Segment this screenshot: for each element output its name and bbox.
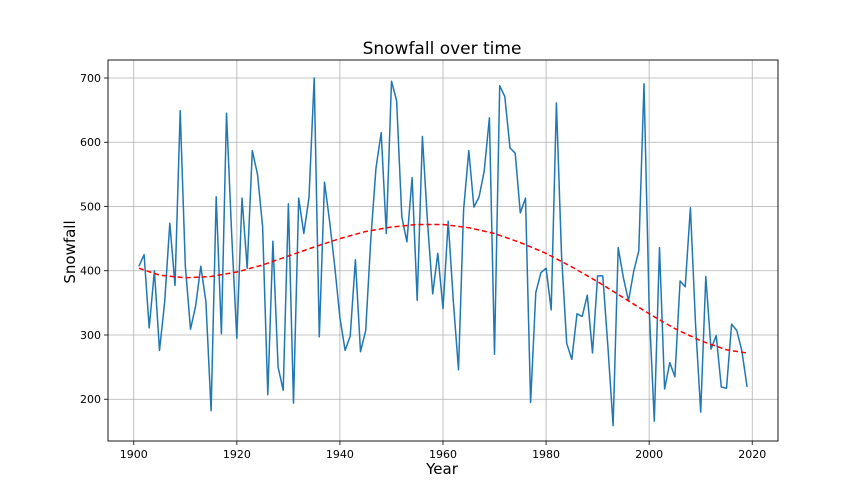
- x-tick-label: 1920: [223, 448, 251, 461]
- grid-lines: [108, 60, 778, 441]
- x-tick-label: 2020: [738, 448, 766, 461]
- x-tick-label: 2000: [635, 448, 663, 461]
- x-axis: 1900 1920 1940 1960 1980 2000 2020: [120, 441, 766, 461]
- y-tick-label: 600: [80, 136, 101, 149]
- y-tick-label: 500: [80, 200, 101, 213]
- y-tick-label: 300: [80, 329, 101, 342]
- x-tick-label: 1980: [532, 448, 560, 461]
- y-axis: 200 300 400 500 600 700: [80, 72, 108, 406]
- x-tick-label: 1940: [326, 448, 354, 461]
- y-tick-label: 400: [80, 265, 101, 278]
- y-tick-label: 700: [80, 72, 101, 85]
- snowfall-line: [138, 77, 748, 427]
- y-axis-label: Snowfall: [61, 220, 79, 283]
- x-tick-label: 1960: [429, 448, 457, 461]
- series-layer: [138, 77, 748, 427]
- y-tick-label: 200: [80, 393, 101, 406]
- trend-line: [138, 223, 748, 354]
- x-axis-label: Year: [425, 460, 459, 478]
- x-tick-label: 1900: [120, 448, 148, 461]
- chart-title: Snowfall over time: [363, 39, 522, 59]
